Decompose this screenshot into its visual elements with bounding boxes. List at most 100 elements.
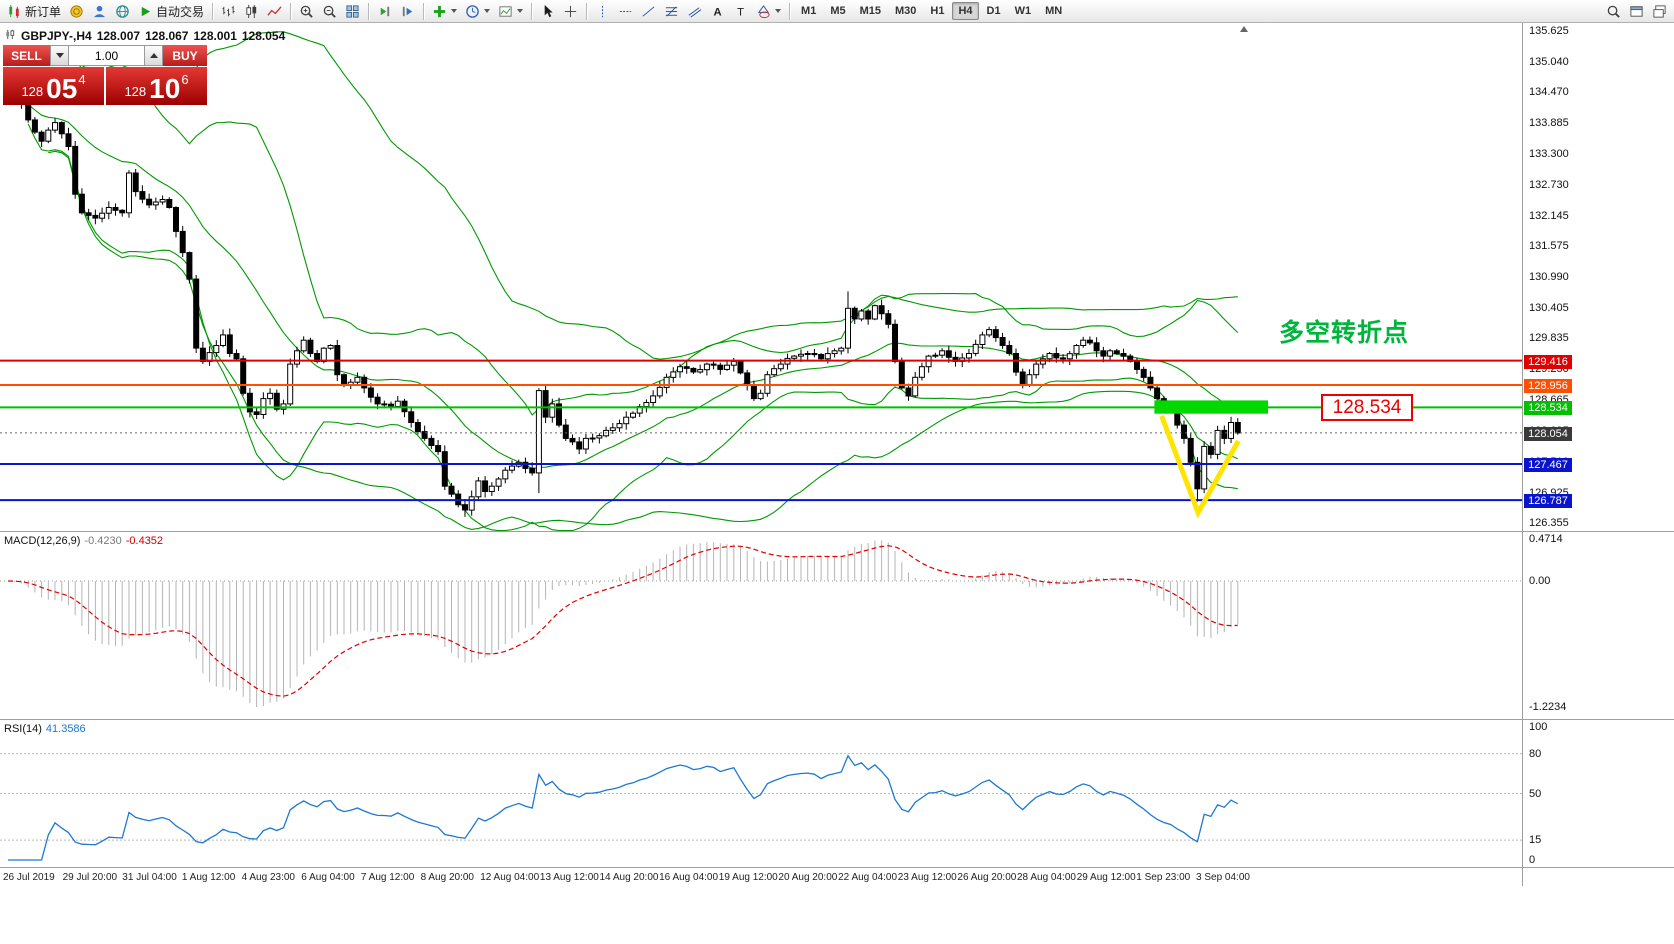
- autotrade-label: 自动交易: [156, 4, 205, 19]
- toolbar-separator: [586, 2, 588, 20]
- price-tick: 132.145: [1529, 209, 1569, 222]
- bars-chart-button[interactable]: [217, 1, 240, 21]
- dropdown-caret-icon: [451, 9, 458, 13]
- chart-shift-button[interactable]: [396, 1, 419, 21]
- timeframe-h4-button[interactable]: H4: [952, 2, 979, 20]
- cursor-button[interactable]: [536, 1, 559, 21]
- price-callout-label[interactable]: 128.534: [1321, 394, 1413, 421]
- date-tick: 4 Aug 23:00: [241, 872, 295, 883]
- date-tick: 12 Aug 04:00: [480, 872, 540, 883]
- gold-icon: [69, 4, 84, 19]
- price-tag-128_534: 128.534: [1524, 401, 1572, 416]
- autotrade-button[interactable]: 自动交易: [134, 1, 208, 21]
- sell-button[interactable]: SELL: [3, 45, 50, 66]
- macd-panel[interactable]: [0, 532, 1522, 719]
- hline-tool-button[interactable]: [614, 1, 637, 21]
- chart-shift-marker[interactable]: [1240, 26, 1248, 32]
- date-tick: 22 Aug 04:00: [838, 872, 898, 883]
- text-t-icon: T: [733, 4, 748, 19]
- bollinger-band-line: [48, 150, 1239, 530]
- timeframe-m1-button[interactable]: M1: [801, 5, 817, 17]
- bollinger-band-line: [27, 62, 1239, 416]
- date-tick: 29 Aug 12:00: [1076, 872, 1136, 883]
- channel-tool-button[interactable]: [683, 1, 706, 21]
- template-button[interactable]: [494, 1, 527, 21]
- rsi-axis-label: 15: [1529, 834, 1542, 846]
- trendline-tool-button[interactable]: [637, 1, 660, 21]
- search-button[interactable]: [1602, 1, 1625, 21]
- indicators-icon: [432, 4, 447, 19]
- sell-price-button[interactable]: 128 05 4: [3, 67, 104, 105]
- line-chart-button[interactable]: [263, 1, 286, 21]
- price-tag-129_416: 129.416: [1524, 354, 1572, 369]
- toolbar-separator: [423, 2, 425, 20]
- date-tick: 13 Aug 12:00: [539, 872, 599, 883]
- indicators-button[interactable]: [428, 1, 461, 21]
- zoom-in-button[interactable]: [295, 1, 318, 21]
- macd-indicator-label: MACD(12,26,9) -0.4230 -0.4352: [4, 535, 163, 547]
- date-tick: 31 Jul 04:00: [122, 872, 177, 883]
- yellow-check-drawing[interactable]: [1159, 414, 1241, 519]
- autoscroll-button[interactable]: [373, 1, 396, 21]
- autoscroll-icon: [377, 4, 392, 19]
- panel-separator[interactable]: [0, 531, 1674, 532]
- new-window-button[interactable]: [1625, 1, 1648, 21]
- macd-axis-label: -1.2234: [1529, 701, 1567, 713]
- svg-text:A: A: [713, 6, 721, 18]
- price-axis[interactable]: 135.625 135.040 134.470 133.885 133.300 132.7…: [1523, 23, 1674, 886]
- buy-button[interactable]: BUY: [163, 45, 207, 66]
- vline-tool-button[interactable]: [591, 1, 614, 21]
- community-button[interactable]: [111, 1, 134, 21]
- macd-main-value: -0.4230: [84, 535, 122, 547]
- volume-increase-button[interactable]: [144, 45, 163, 66]
- timeframe-d1-button[interactable]: D1: [986, 5, 1001, 17]
- rsi-axis-label: 0: [1529, 854, 1536, 866]
- popup-window-button[interactable]: [1648, 1, 1671, 21]
- price-tick: 134.470: [1529, 86, 1569, 99]
- buy-price-button[interactable]: 128 10 6: [106, 67, 207, 105]
- shapes-tool-button[interactable]: [752, 1, 785, 21]
- volume-input[interactable]: [69, 45, 144, 66]
- periods-button[interactable]: [461, 1, 494, 21]
- date-tick: 19 Aug 12:00: [718, 872, 778, 883]
- text-t-button[interactable]: T: [729, 1, 752, 21]
- panel-separator: [0, 867, 1674, 868]
- date-tick: 26 Aug 20:00: [957, 872, 1017, 883]
- panel-separator[interactable]: [0, 719, 1674, 720]
- new-order-button[interactable]: 新订单: [3, 1, 65, 21]
- fibo-tool-button[interactable]: [660, 1, 683, 21]
- timeframe-m5-button[interactable]: M5: [830, 5, 846, 17]
- turning-point-annotation[interactable]: 多空转折点: [1279, 319, 1410, 347]
- date-tick: 8 Aug 20:00: [420, 872, 474, 883]
- candles-chart-icon: [244, 4, 259, 19]
- new-order-label: 新订单: [25, 4, 62, 19]
- gold-button[interactable]: [65, 1, 88, 21]
- vline-tool-icon: [595, 4, 610, 19]
- timeframe-m15-button[interactable]: M15: [859, 5, 881, 17]
- buy-price-superscript: 6: [181, 72, 189, 87]
- bollinger-band-line: [27, 123, 1238, 531]
- timeframe-mn-button[interactable]: MN: [1045, 5, 1063, 17]
- crosshair-button[interactable]: [559, 1, 582, 21]
- price-tick: 126.355: [1529, 517, 1569, 530]
- profile-button[interactable]: [88, 1, 111, 21]
- timeframe-h1-button[interactable]: H1: [930, 5, 945, 17]
- zoom-out-button[interactable]: [318, 1, 341, 21]
- main-chart-canvas[interactable]: [0, 23, 1522, 531]
- date-tick: 14 Aug 20:00: [599, 872, 659, 883]
- candles-chart-button[interactable]: [240, 1, 263, 21]
- green-highlight-rect[interactable]: [1154, 400, 1268, 414]
- price-tag-128_956: 128.956: [1524, 379, 1572, 393]
- text-a-button[interactable]: A: [706, 1, 729, 21]
- community-icon: [115, 4, 130, 19]
- timeframe-w1-button[interactable]: W1: [1014, 5, 1032, 17]
- price-tick: 135.625: [1529, 25, 1569, 37]
- date-tick: 1 Aug 12:00: [181, 872, 236, 883]
- dropdown-caret-icon: [775, 9, 782, 13]
- rsi-panel[interactable]: [0, 720, 1522, 867]
- one-click-trading-widget: SELL BUY 128 05 4 128 10 6: [3, 45, 207, 105]
- time-axis[interactable]: 26 Jul 2019 29 Jul 20:00 31 Jul 04:00 1 Aug…: [0, 868, 1522, 886]
- tile-windows-button[interactable]: [341, 1, 364, 21]
- timeframe-m30-button[interactable]: M30: [895, 5, 917, 17]
- volume-decrease-button[interactable]: [50, 45, 69, 66]
